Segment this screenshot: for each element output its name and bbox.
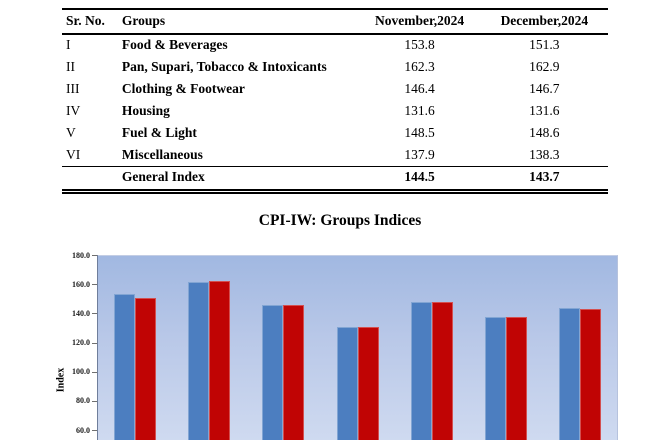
bar-december-5 (431, 301, 453, 440)
column-header-sr-no: Sr. No. (66, 13, 105, 28)
cell-november-2024: 148.5 (404, 124, 435, 140)
y-tick-label: 100.0 (72, 367, 90, 377)
y-tick-mark (92, 284, 97, 286)
cell-december-2024: 138.3 (529, 146, 560, 162)
table-row: I Food & Beverages 153.8 151.3 (62, 34, 608, 57)
y-tick-mark (92, 430, 97, 431)
bar-december-2 (209, 280, 231, 440)
cell-sr-no: V (66, 124, 76, 140)
table-row: II Pan, Supari, Tobacco & Intoxicants 162.… (62, 57, 608, 79)
footer-cell-november-2024: 144.5 (404, 169, 435, 185)
table-header: Sr. No. Groups November,2024 December,2024 (62, 9, 608, 34)
bar-november-5 (410, 301, 432, 440)
y-tick-label: 160.0 (72, 279, 90, 289)
cell-december-2024: 162.9 (529, 59, 560, 75)
cell-november-2024: 131.6 (404, 102, 435, 118)
y-tick-label: 120.0 (72, 338, 90, 347)
bar-december-7 (579, 308, 601, 440)
plot-area (98, 255, 618, 440)
cell-groups: Miscellaneous (121, 146, 203, 162)
cell-november-2024: 153.8 (404, 37, 435, 53)
cell-sr-no: VI (66, 146, 81, 162)
cell-december-2024: 131.6 (529, 102, 560, 118)
cell-november-2024: 162.3 (404, 59, 435, 75)
column-header-november-2024: November,2024 (374, 13, 465, 28)
cell-groups: Clothing & Footwear (121, 81, 245, 97)
cell-groups: Fuel & Light (121, 124, 197, 140)
chart-title: CPI-IW: Groups Indices (258, 212, 422, 229)
table-header-row: Sr. No. Groups November,2024 December,2024 (62, 9, 608, 34)
footer-cell-groups: General Index (121, 169, 205, 185)
y-tick-mark (92, 371, 97, 373)
table-row: VI Miscellaneous 137.9 138.3 (62, 144, 608, 166)
bar-december-1 (135, 297, 157, 440)
y-tick-label: 180.0 (72, 250, 90, 260)
table-row: III Clothing & Footwear 146.4 146.7 (62, 79, 608, 101)
table-body: I Food & Beverages 153.8 151.3 II Pan, Supari… (62, 34, 608, 167)
column-header-groups: Groups (121, 13, 166, 28)
bar-november-6 (484, 317, 506, 440)
table-row: V Fuel & Light 148.5 148.6 (62, 122, 608, 144)
column-header-december-2024: December,2024 (500, 13, 589, 28)
footer-cell-december-2024: 143.7 (529, 169, 560, 185)
bar-november-7 (558, 307, 580, 440)
cell-december-2024: 151.3 (529, 37, 560, 53)
general-index-row: General Index 144.5 143.7 (62, 166, 608, 192)
cell-sr-no: II (66, 59, 75, 75)
bar-december-3 (283, 304, 305, 440)
cell-groups: Housing (121, 102, 170, 118)
cell-december-2024: 148.6 (529, 124, 560, 140)
y-axis-line (97, 255, 98, 440)
cell-groups: Food & Beverages (121, 37, 228, 53)
cell-sr-no: I (66, 37, 71, 53)
y-tick-mark (92, 400, 97, 402)
cpi-groups-table: Sr. No. Groups November,2024 December,2024 … (62, 8, 608, 194)
cell-december-2024: 146.7 (529, 81, 560, 97)
y-tick-label: 60.0 (76, 425, 90, 435)
bar-november-1 (114, 294, 136, 440)
y-tick-label: 140.0 (72, 308, 90, 318)
y-tick-mark (92, 255, 97, 256)
cell-november-2024: 137.9 (404, 146, 435, 162)
cell-groups: Pan, Supari, Tobacco & Intoxicants (121, 59, 327, 75)
bar-december-4 (357, 326, 379, 440)
y-tick-label: 80.0 (76, 396, 90, 406)
y-tick-mark (92, 342, 97, 344)
cell-sr-no: III (66, 81, 80, 97)
bar-november-4 (336, 326, 358, 440)
table-row: IV Housing 131.6 131.6 (62, 100, 608, 122)
table-footer: General Index 144.5 143.7 (62, 166, 608, 192)
bar-december-6 (505, 316, 527, 440)
bar-november-3 (262, 305, 284, 440)
cell-november-2024: 146.4 (404, 81, 435, 97)
footer-cell-sr-no (62, 166, 118, 191)
y-tick-mark (92, 313, 97, 315)
bar-november-2 (188, 281, 210, 440)
cell-sr-no: IV (66, 102, 81, 118)
